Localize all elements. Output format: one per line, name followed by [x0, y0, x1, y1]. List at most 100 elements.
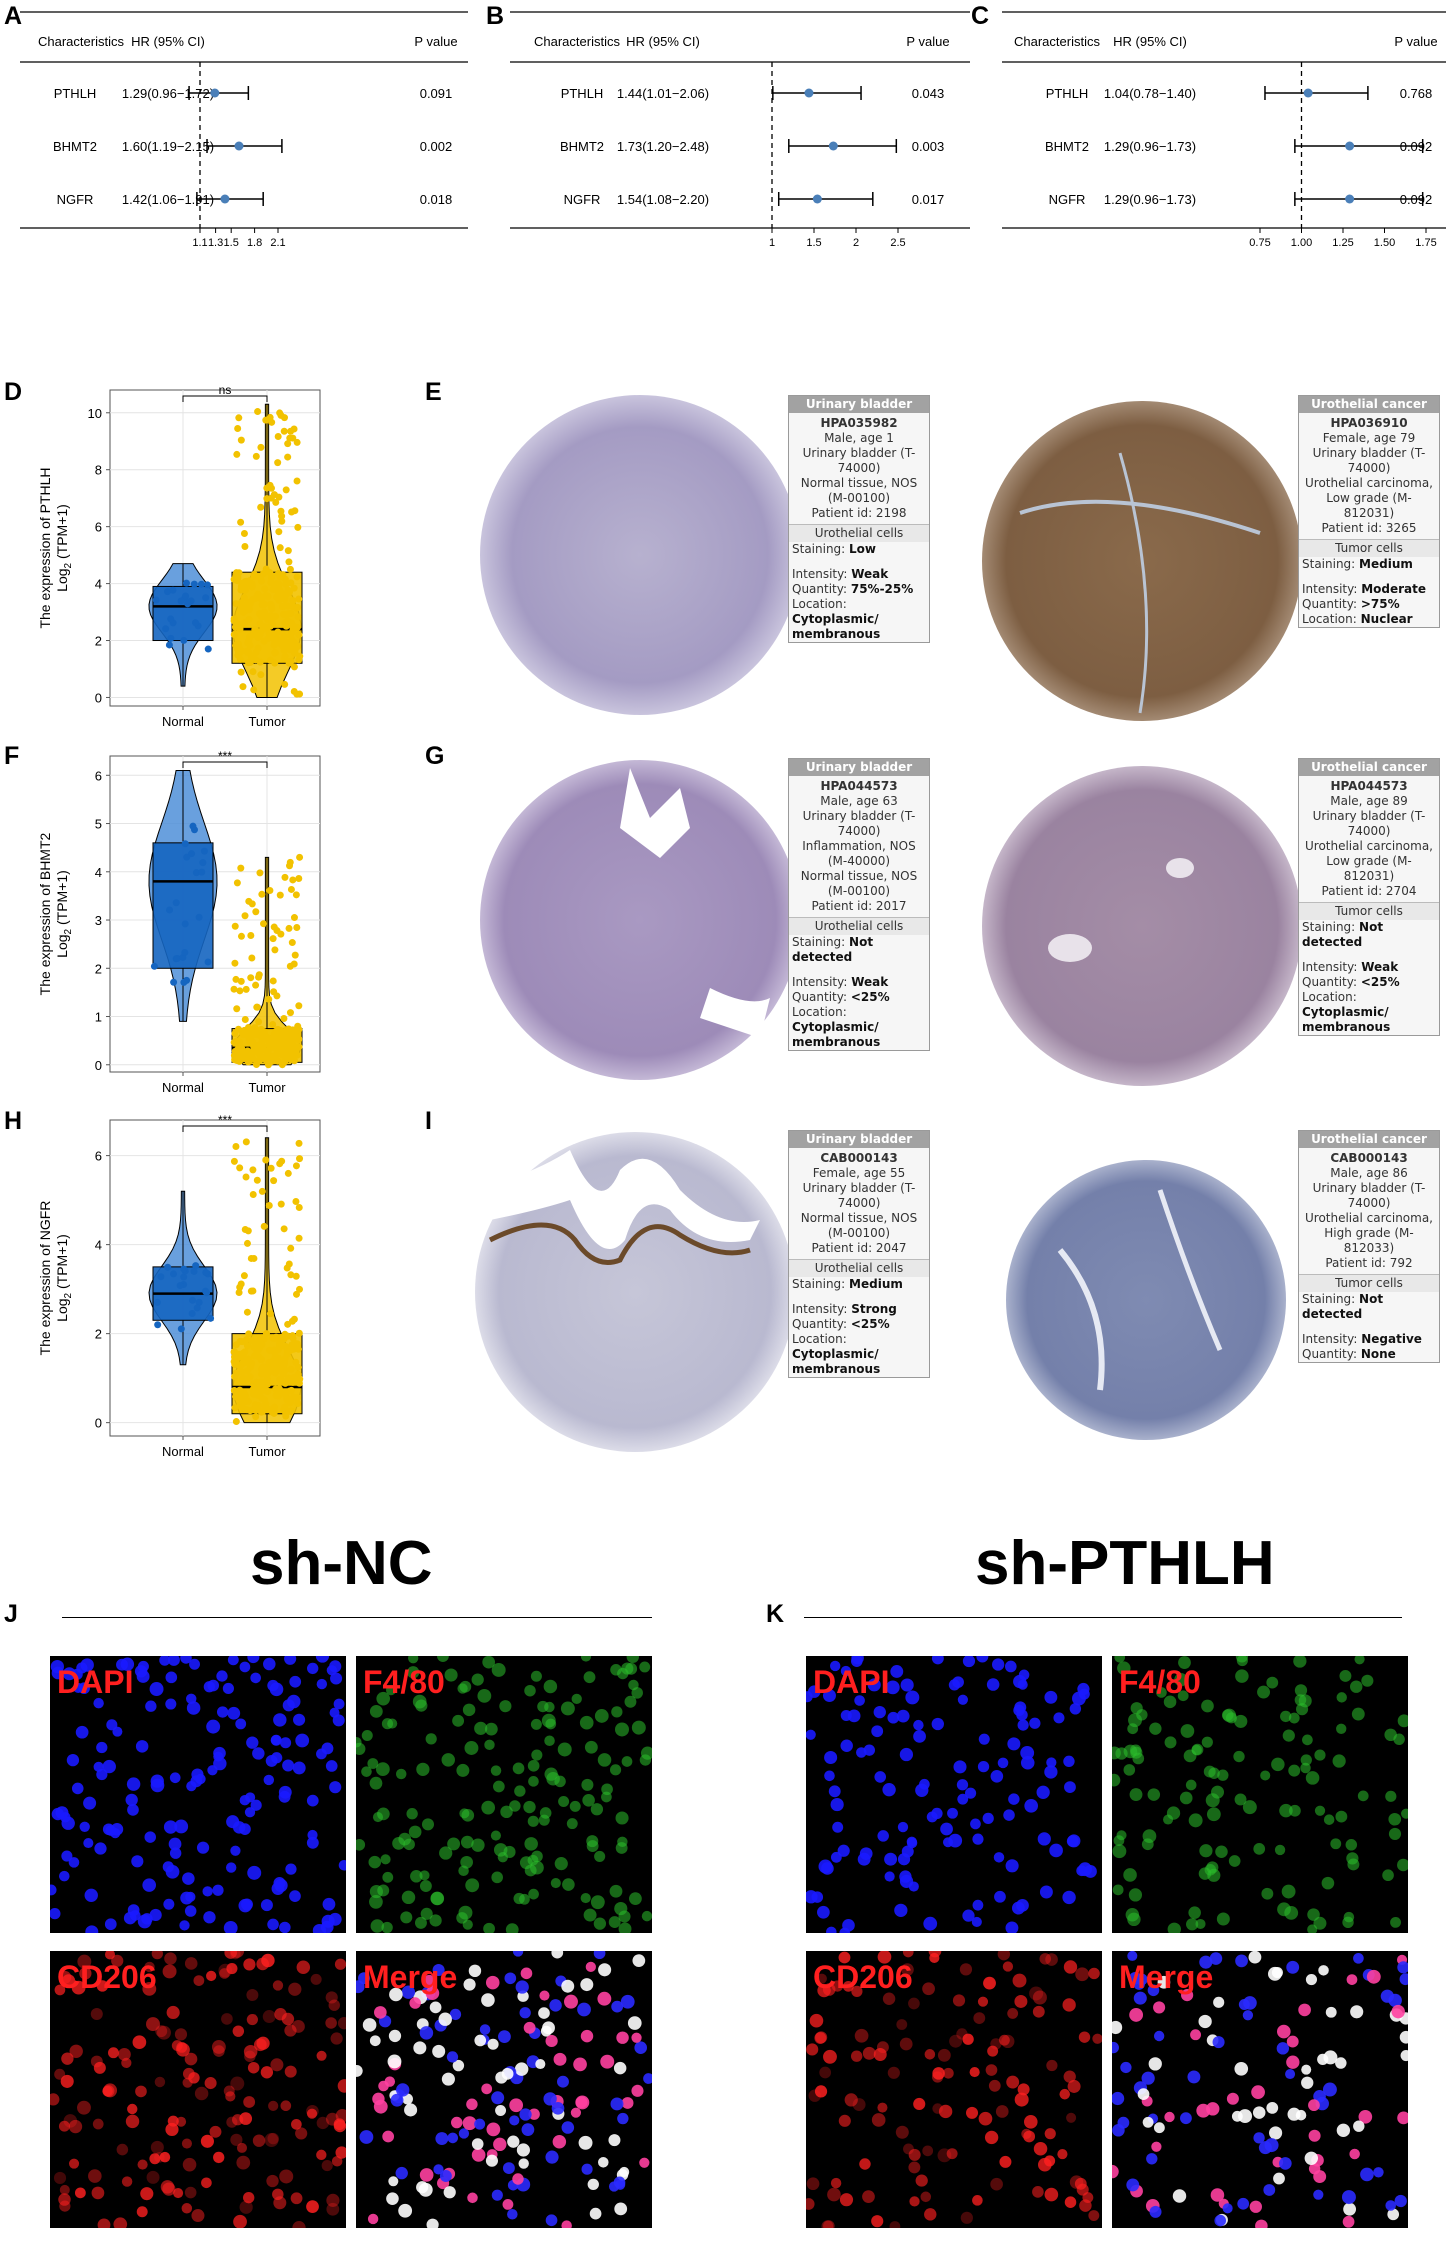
point-tumor [287, 620, 295, 628]
ihc-card-meta: Female, age 79 Urinary bladder (T-74000)… [1304, 431, 1433, 535]
forest-x-tick-label: 1.5 [806, 237, 821, 249]
cell [184, 2186, 197, 2199]
forest-header-characteristics: Characteristics [1014, 34, 1100, 49]
point-tumor [236, 1283, 244, 1291]
cell [1116, 1830, 1127, 1841]
cell [458, 1905, 473, 1920]
cell [1304, 2151, 1319, 2166]
cell [404, 2103, 418, 2117]
point-tumor [231, 922, 239, 930]
point-tumor [233, 879, 241, 887]
cell [1235, 1669, 1249, 1683]
cell [1049, 1843, 1063, 1858]
ihc-card-quantity: Quantity: <25% [1299, 975, 1439, 990]
cell [498, 2030, 511, 2044]
cell [74, 2187, 86, 2199]
cell [367, 2213, 379, 2225]
cell [1366, 1969, 1381, 1984]
point-tumor [291, 951, 299, 959]
cell [986, 1678, 1000, 1691]
point-tumor [282, 486, 290, 494]
cell [1036, 1785, 1050, 1799]
cell [333, 2119, 346, 2133]
panel-label-j: J [4, 1600, 18, 1628]
point-tumor [269, 935, 277, 943]
cell [557, 2075, 569, 2088]
cell [377, 1884, 390, 1897]
point-tumor [230, 1038, 238, 1046]
forest-row-name: PTHLH [54, 86, 97, 101]
point-tumor [262, 1330, 270, 1338]
cell [619, 2166, 630, 2178]
cell [598, 1963, 612, 1977]
point-tumor [276, 544, 284, 552]
cell [209, 2125, 222, 2138]
cell [634, 2041, 647, 2055]
cell [1300, 1762, 1311, 1774]
cell [329, 1781, 342, 1794]
cell [250, 1799, 262, 1811]
ihc-card-staining-label: Staining: [792, 1277, 850, 1291]
cell [977, 1996, 989, 2007]
cell [213, 2045, 225, 2057]
cell [808, 1685, 821, 1698]
ihc-image-g-cancer [960, 758, 1302, 1090]
cell [1228, 1855, 1241, 1867]
cell [903, 2143, 914, 2155]
cell [530, 1670, 542, 1682]
cell [913, 1729, 926, 1743]
cell [335, 2109, 346, 2123]
cell [1354, 1656, 1365, 1665]
cell [896, 2019, 908, 2030]
cell [59, 2184, 70, 2195]
point-tumor [266, 887, 274, 895]
point-tumor [249, 668, 257, 676]
point-tumor [241, 1015, 249, 1023]
cell [285, 1863, 297, 1875]
cell [1382, 1869, 1394, 1882]
ihc-card-quantity-value: 75%-25% [850, 582, 914, 596]
cell [211, 2039, 226, 2054]
point-tumor [287, 1386, 295, 1394]
cell [484, 1722, 498, 1736]
cell [509, 2098, 524, 2113]
y-tick-label: 5 [95, 817, 102, 832]
ihc-card-spacer [1299, 572, 1439, 582]
point-tumor [287, 1365, 295, 1373]
point-tumor [275, 580, 283, 588]
cell [132, 2035, 147, 2050]
point-normal [183, 853, 191, 861]
ihc-card-quantity-label: Quantity: [792, 990, 851, 1004]
cell [601, 1783, 613, 1796]
cell [278, 1790, 291, 1803]
cell [1322, 2082, 1337, 2097]
ihc-card-cell-type: Urothelial cells [789, 1259, 929, 1277]
cell [328, 1912, 342, 1926]
cell [1300, 1754, 1312, 1766]
cell [59, 1870, 70, 1882]
cell [439, 1846, 453, 1860]
cell [553, 2052, 567, 2066]
forest-point [220, 194, 230, 204]
cell [1255, 2219, 1268, 2228]
cell [413, 2041, 427, 2055]
point-tumor [247, 931, 255, 939]
cell [1225, 1712, 1237, 1724]
cell [359, 2130, 374, 2144]
ihc-card-staining: Staining: Medium [1299, 557, 1439, 572]
point-tumor [258, 1365, 266, 1373]
cell [806, 2198, 815, 2210]
cell [58, 2193, 71, 2206]
cell [931, 1717, 944, 1731]
cell [104, 1918, 117, 1931]
point-tumor [235, 414, 243, 422]
cell [1357, 1790, 1369, 1802]
point-tumor [246, 641, 254, 649]
fluo-title-left: sh-NC [250, 1529, 433, 1598]
point-tumor [265, 995, 273, 1003]
cell [369, 1704, 383, 1718]
point-tumor [284, 1374, 292, 1382]
cell [1301, 2064, 1312, 2075]
cell [165, 1864, 180, 1879]
cell [163, 1820, 178, 1834]
